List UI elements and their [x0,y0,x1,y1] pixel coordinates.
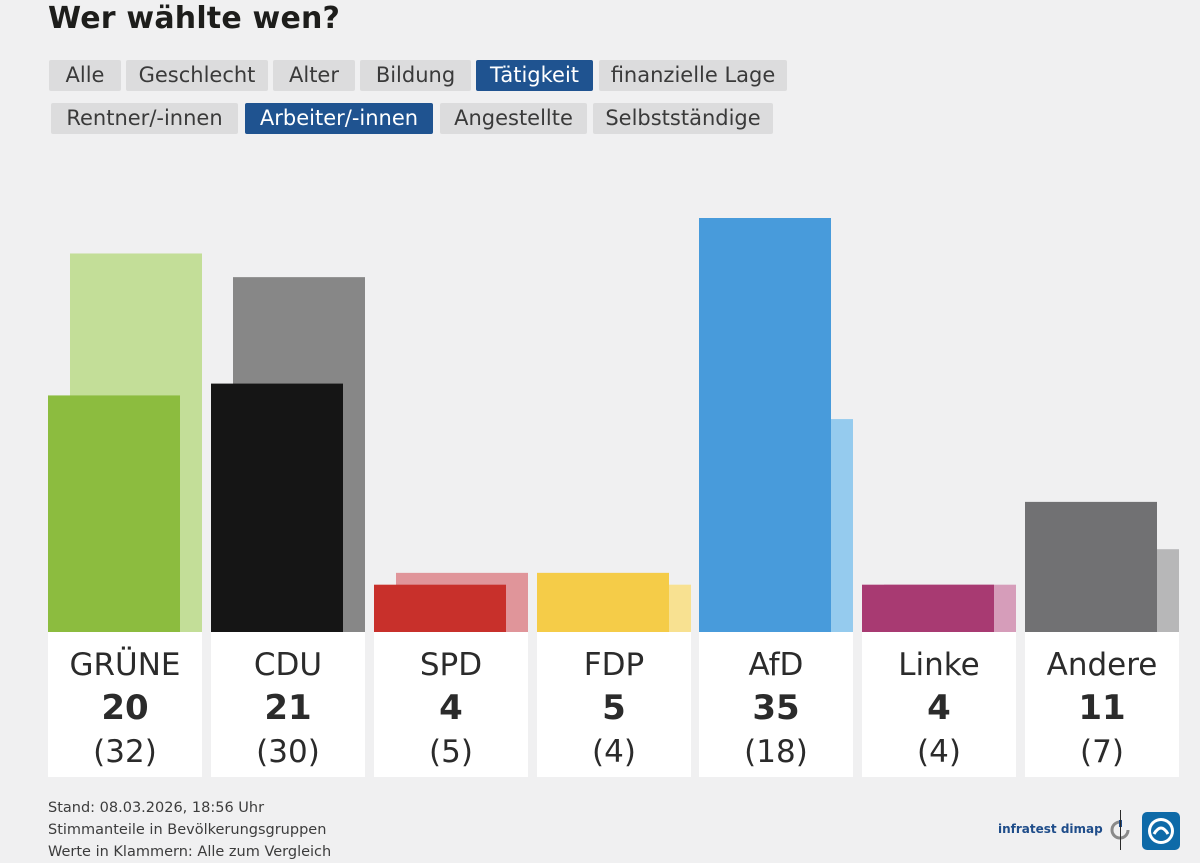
party-value: 4 [927,688,951,728]
label-card-fdp: FDP 5 (4) [537,632,691,777]
tab-geschlecht[interactable]: Geschlecht [126,60,268,91]
party-name: GRÜNE [69,647,181,683]
party-value: 21 [264,688,312,728]
tab-bildung[interactable]: Bildung [360,60,471,91]
party-value: 11 [1078,688,1126,728]
bar-andere [1025,501,1157,632]
party-name: SPD [419,647,483,683]
party-name: AfD [748,647,804,683]
tab-angestellte[interactable]: Angestellte [440,103,587,134]
brand-divider [1120,810,1121,850]
tab-finanzielle-lage[interactable]: finanzielle Lage [599,60,787,91]
party-reference-value: (4) [917,734,961,770]
tab-alle[interactable]: Alle [49,60,121,91]
bar-fdp [537,572,669,632]
party-reference-value: (5) [429,734,473,770]
party-reference-value: (30) [256,734,320,770]
tab-rentner[interactable]: Rentner/-innen [51,103,238,134]
chart-title: Wer wählte wen? [48,1,341,36]
footer-description: Stimmanteile in Bevölkerungsgruppen [48,822,327,838]
infratest-dimap-brand: infratest dimap [998,818,1131,840]
tab-selbststaendige[interactable]: Selbstständige [593,103,773,134]
ard-logo-icon [1142,812,1180,850]
bar-gruene [48,395,180,632]
party-name: Linke [898,647,980,683]
filter-tabs-row-1: Alle Geschlecht Alter Bildung Tätigkeit … [0,60,1200,91]
label-card-gruene: GRÜNE 20 (32) [48,632,202,777]
tab-arbeiter[interactable]: Arbeiter/-innen [245,103,433,134]
brand-name: infratest dimap [998,822,1103,836]
footer-notes: Stand: 08.03.2026, 18:56 Uhr Stimmanteil… [48,797,331,863]
party-value: 5 [602,688,626,728]
party-name: FDP [583,647,645,683]
filter-tabs-row-2: Rentner/-innen Arbeiter/-innen Angestell… [0,103,1200,134]
bar-chart [48,218,1179,632]
party-value: 4 [439,688,463,728]
bar-linke [862,584,994,632]
party-value: 35 [752,688,800,728]
party-name: CDU [253,647,323,683]
party-value: 20 [101,688,149,728]
tab-alter[interactable]: Alter [273,60,355,91]
bar-cdu [211,383,343,632]
label-card-cdu: CDU 21 (30) [211,632,365,777]
label-card-spd: SPD 4 (5) [374,632,528,777]
bar-spd [374,584,506,632]
footer-comparison-note: Werte in Klammern: Alle zum Vergleich [48,844,332,860]
label-card-andere: Andere 11 (7) [1025,632,1179,777]
party-reference-value: (32) [93,734,157,770]
party-reference-value: (7) [1080,734,1124,770]
party-reference-value: (4) [592,734,636,770]
party-reference-value: (18) [744,734,808,770]
label-card-linke: Linke 4 (4) [862,632,1016,777]
label-card-afd: AfD 35 (18) [699,632,853,777]
tab-taetigkeit[interactable]: Tätigkeit [476,60,593,91]
bar-afd [699,218,831,632]
footer-timestamp: Stand: 08.03.2026, 18:56 Uhr [48,800,265,816]
party-name: Andere [1046,647,1158,683]
